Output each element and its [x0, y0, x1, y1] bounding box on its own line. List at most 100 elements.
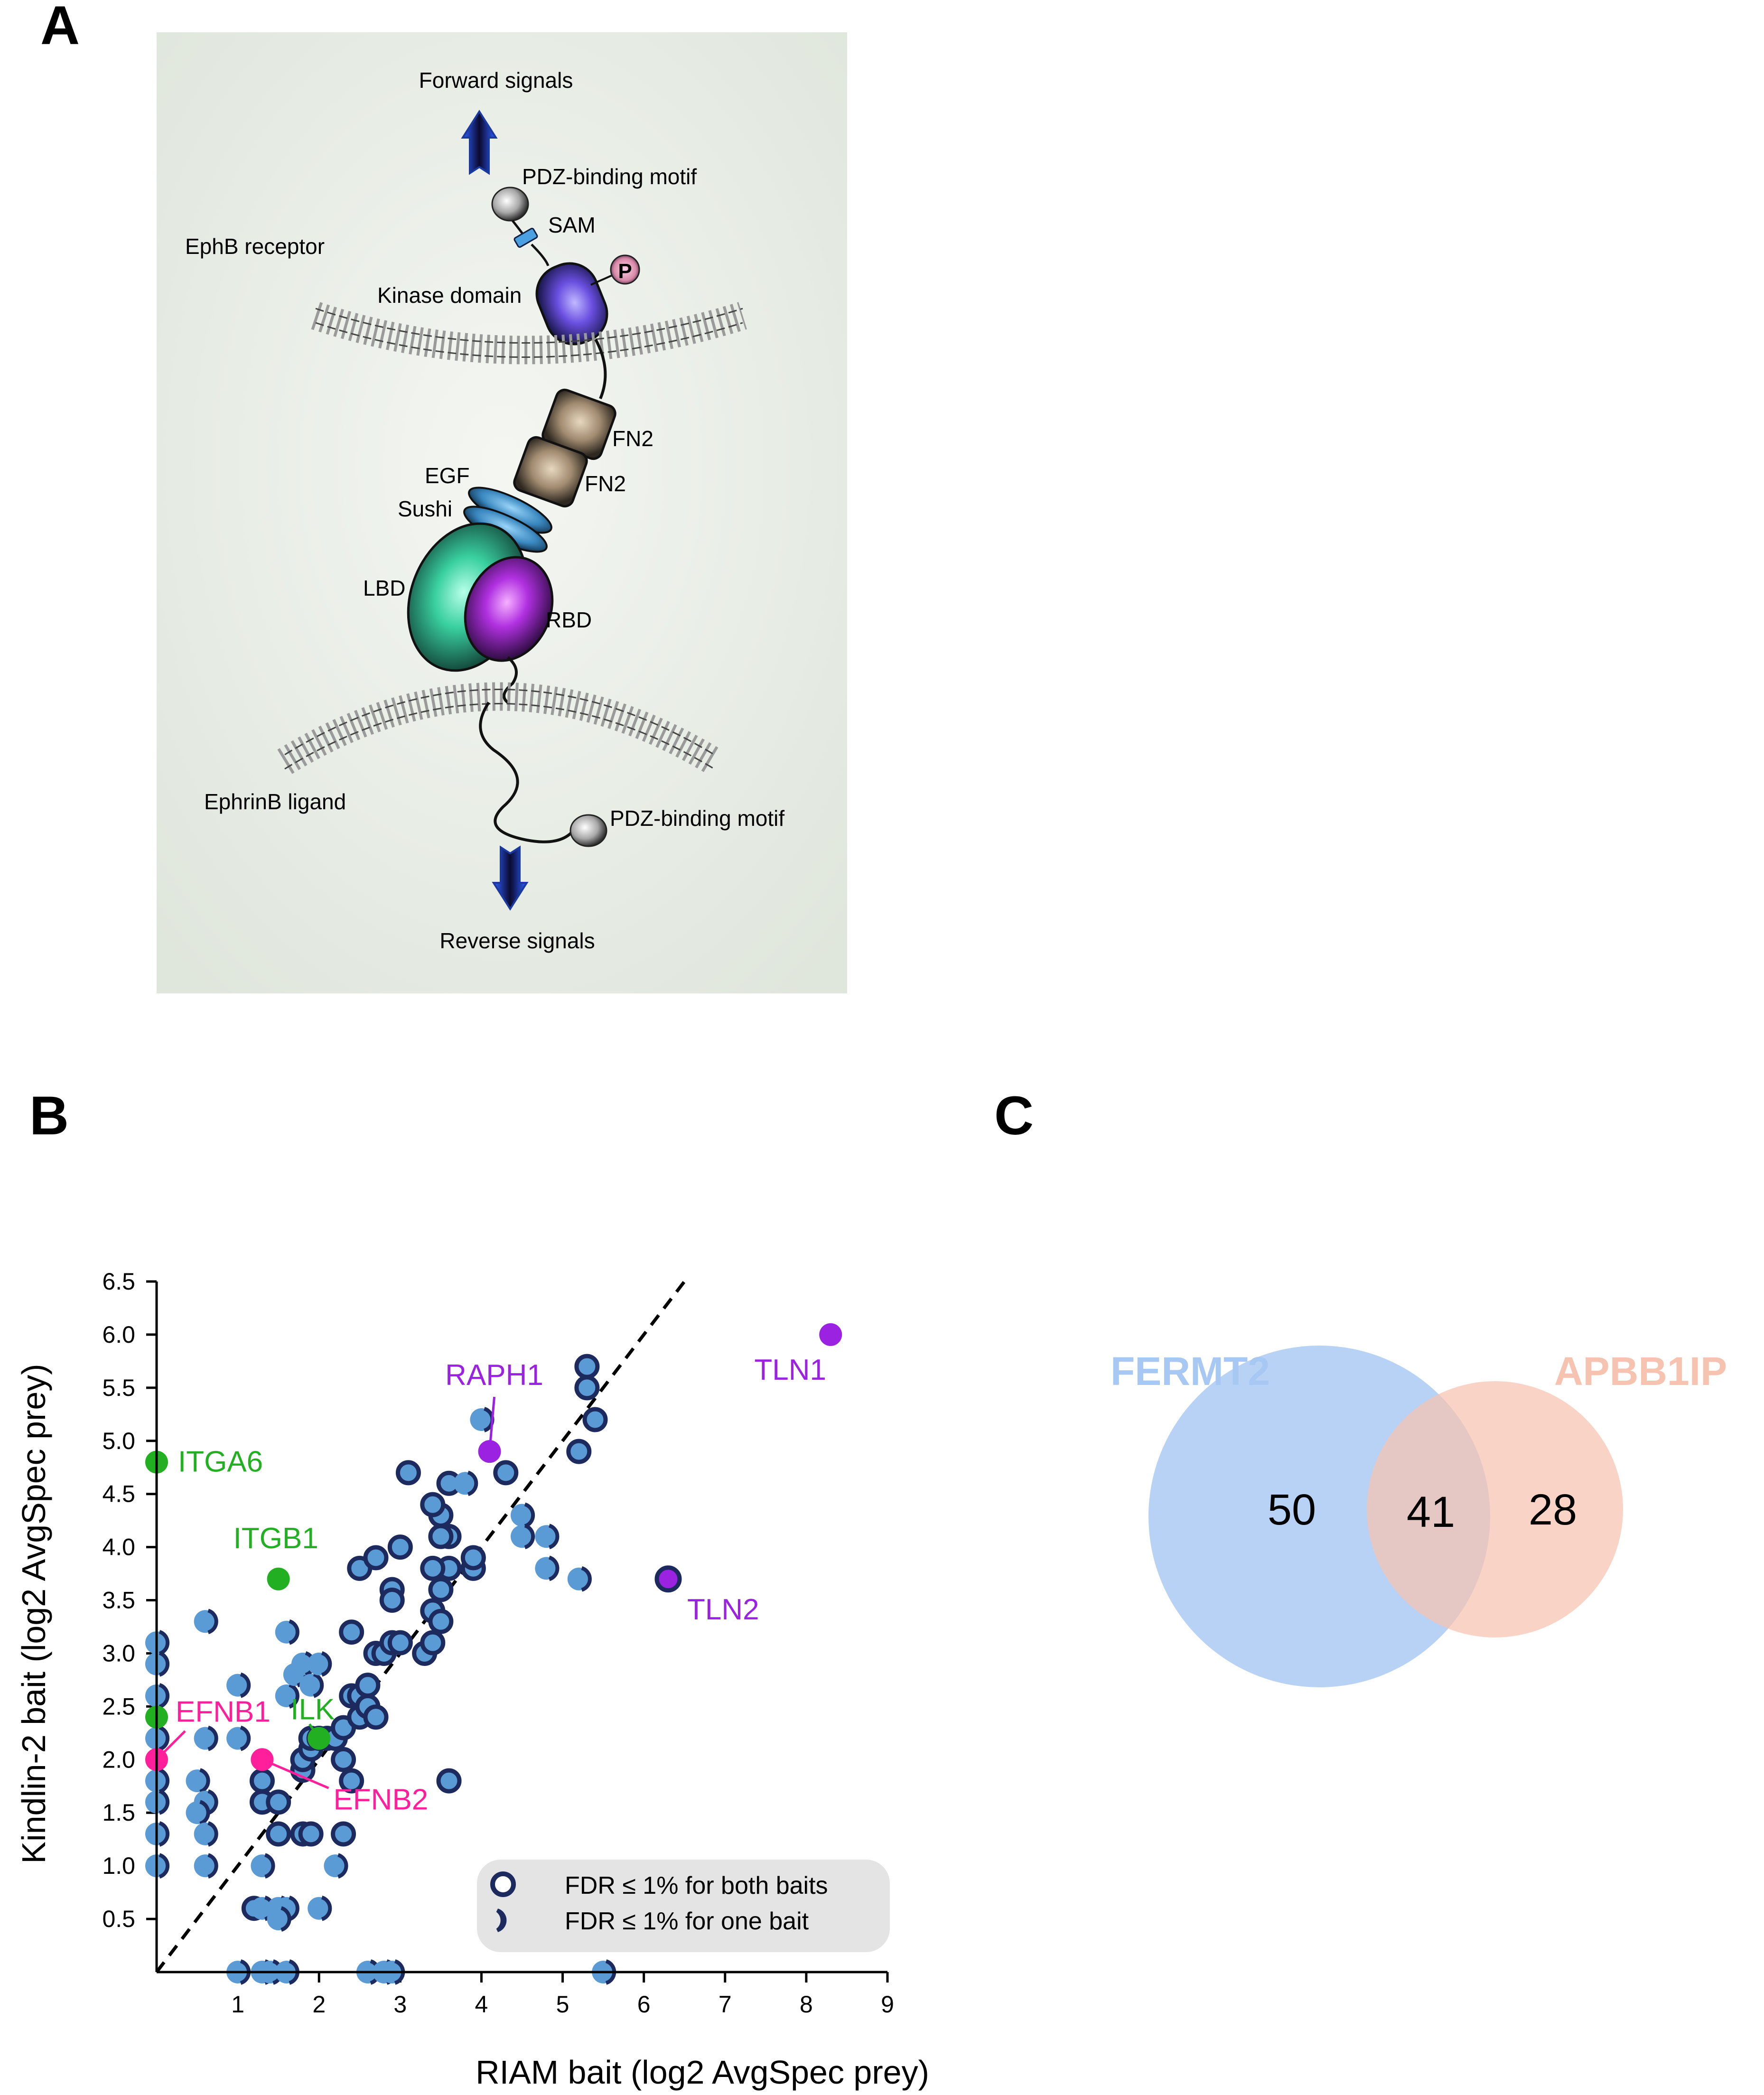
x-tick-label: 5 [556, 1991, 569, 2018]
reverse-signals-label: Reverse signals [439, 928, 595, 953]
point-one-bait-fill [275, 1620, 298, 1644]
x-tick-label: 8 [800, 1991, 813, 2018]
y-tick-label: 1.5 [102, 1799, 135, 1826]
point-one-bait-crescent [313, 1672, 324, 1698]
highlight-efnb2-point: EFNB2 [251, 1748, 428, 1816]
point-one-bait [226, 1725, 251, 1751]
highlight-dot [267, 1567, 290, 1590]
legend-crescent-icon [496, 1908, 507, 1932]
x-tick-label: 1 [231, 1991, 244, 2018]
legend-both-label: FDR ≤ 1% for both baits [565, 1872, 828, 1899]
fn2-upper-label: FN2 [612, 426, 653, 451]
y-tick-label: 2.5 [102, 1693, 135, 1720]
highlight-leader-line [308, 1723, 320, 1739]
highlight-leader-line [156, 1730, 186, 1761]
point-one-bait-crescent [524, 1524, 535, 1550]
point-both-baits [420, 1492, 446, 1517]
highlight-tln1-label: TLN1 [754, 1354, 826, 1386]
point-both-baits [566, 1439, 592, 1464]
highlight-itga6-point: ITGA6 [145, 1446, 263, 1478]
y-tick-label: 4.0 [102, 1534, 135, 1561]
point-one-bait-fill [308, 1652, 331, 1675]
point-one-bait-crescent [289, 1683, 299, 1709]
point-both-baits [428, 1609, 454, 1634]
x-tick-label: 7 [719, 1991, 732, 2018]
point-one-bait-crescent [581, 1566, 592, 1592]
fn2-lower-icon [513, 436, 588, 508]
phosphorylation-icon [610, 254, 640, 285]
point-one-bait-crescent [240, 1672, 251, 1698]
highlight-ilk-point: ILK [290, 1693, 335, 1750]
point-both-baits [339, 1768, 364, 1794]
panel-b-letter: B [29, 1085, 69, 1146]
sam-domain-icon [513, 227, 538, 248]
point-both-baits [298, 1821, 324, 1847]
point-both-baits [582, 1407, 608, 1432]
upper-membrane [311, 302, 747, 365]
y-tick-label: 5.5 [102, 1375, 135, 1401]
forward-signals-label: Forward signals [419, 68, 573, 93]
point-one-bait-fill [226, 1727, 250, 1750]
y-axis-label: Kindlin-2 bait (log2 AvgSpec prey) [15, 1364, 52, 1863]
panel-a-letter: A [40, 0, 80, 56]
rbd-label: RBD [546, 608, 592, 632]
venn-diagram: FERMT2 APBB1IP 50 41 28 [1111, 1346, 1727, 1687]
point-one-bait-fill [251, 1854, 274, 1878]
point-both-baits [436, 1768, 462, 1794]
point-both-baits [493, 1460, 519, 1486]
y-tick-label: 6.0 [102, 1321, 135, 1348]
lower-membrane [277, 682, 722, 774]
x-tick-label: 2 [312, 1991, 326, 2018]
x-tick-label: 6 [637, 1991, 651, 2018]
point-both-baits [574, 1375, 600, 1401]
pdz-bottom-label: PDZ-binding motif [610, 806, 784, 831]
highlight-tln2-label: TLN2 [687, 1593, 759, 1626]
point-one-bait [194, 1609, 218, 1635]
point-one-bait-crescent [207, 1789, 218, 1815]
point-one-bait-fill [308, 1897, 331, 1920]
point-both-baits [460, 1545, 486, 1571]
highlight-efnb1-label: EFNB1 [176, 1695, 271, 1728]
point-one-bait [186, 1800, 210, 1826]
fn2-lower-label: FN2 [585, 471, 626, 496]
point-one-bait-fill [186, 1801, 209, 1824]
highlight-raph1-point: RAPH1 [445, 1359, 543, 1463]
egf-label: EGF [425, 463, 470, 488]
point-one-bait [567, 1566, 592, 1592]
lbd-label: LBD [363, 576, 405, 600]
venn-apbb1ip-only-count: 28 [1529, 1486, 1577, 1534]
point-one-bait-crescent [159, 1725, 170, 1751]
point-one-bait-fill [186, 1769, 209, 1793]
point-one-bait-crescent [264, 1853, 275, 1879]
point-one-bait-fill [567, 1567, 590, 1590]
scatter-plot: 1 2 3 4 5 6 7 8 9 0.5 1.0 1.5 2.0 2.5 3.0 3.5 4.0 4.5 5.0 5… [15, 1268, 929, 2091]
point-both-baits [574, 1354, 600, 1379]
point-both-baits [420, 1555, 446, 1581]
point-one-bait [267, 1906, 291, 1932]
point-one-bait-crescent [548, 1524, 560, 1550]
point-one-bait [299, 1672, 324, 1698]
point-one-bait [194, 1725, 218, 1751]
point-one-bait [535, 1524, 560, 1550]
sam-label: SAM [548, 213, 596, 237]
highlight-raph1-label: RAPH1 [445, 1359, 543, 1392]
point-one-bait [275, 1619, 299, 1645]
point-one-bait-crescent [159, 1651, 170, 1677]
point-one-bait [308, 1651, 332, 1677]
point-one-bait-crescent [321, 1651, 332, 1677]
point-both-baits [363, 1704, 389, 1730]
point-one-bait-crescent [289, 1619, 299, 1645]
point-one-bait-fill [291, 1652, 314, 1675]
reverse-arrow-icon [492, 845, 529, 911]
y-tick-label: 2.0 [102, 1746, 135, 1773]
legend-ring-icon [490, 1871, 516, 1897]
rbd-domain-icon [464, 556, 554, 662]
point-one-bait [324, 1853, 348, 1879]
point-both-baits [428, 1524, 454, 1549]
y-tick-label: 4.5 [102, 1481, 135, 1507]
highlight-itga6-label: ITGA6 [178, 1446, 263, 1478]
ephb-receptor-label: EphB receptor [185, 234, 325, 259]
point-one-bait [251, 1853, 275, 1879]
highlight-itgb1-label: ITGB1 [233, 1522, 318, 1555]
pdz-bottom-icon [569, 814, 607, 847]
